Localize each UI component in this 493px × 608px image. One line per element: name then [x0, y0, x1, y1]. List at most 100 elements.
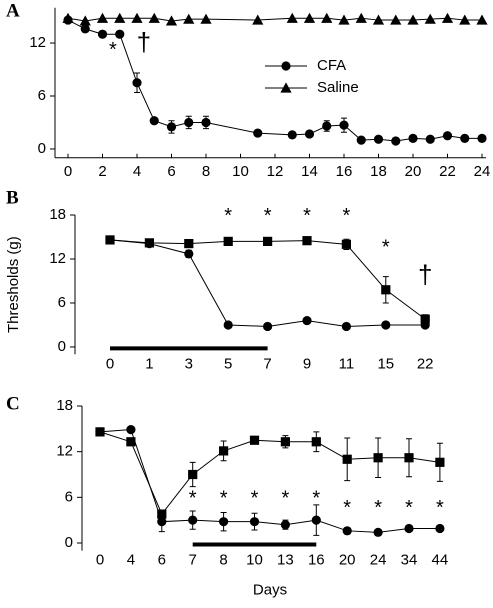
- data-point: [341, 321, 351, 332]
- x-tick-label: 5: [224, 355, 232, 372]
- data-point: [441, 12, 454, 23]
- data-point: [459, 14, 471, 25]
- x-tick-label: 15: [377, 355, 394, 372]
- x-tick-label: 2: [98, 163, 106, 180]
- data-point: [126, 437, 136, 447]
- data-point: [341, 239, 351, 249]
- data-point: [79, 15, 91, 26]
- x-tick-label: 20: [405, 163, 422, 180]
- data-point: [263, 236, 273, 246]
- data-point: [420, 314, 430, 324]
- x-tick-label: 16: [308, 552, 325, 569]
- data-point: [249, 517, 260, 527]
- data-point: [280, 520, 290, 530]
- x-tick-label: 22: [439, 163, 456, 180]
- y-tick-label: 12: [56, 443, 73, 460]
- data-point: [223, 320, 233, 330]
- annotation: *: [282, 487, 290, 509]
- data-point: [184, 238, 194, 249]
- y-tick-label: 0: [38, 140, 46, 157]
- x-axis-title: Days: [253, 582, 287, 599]
- data-point: [425, 134, 435, 144]
- data-point: [373, 134, 384, 144]
- x-tick-label: 34: [401, 552, 418, 569]
- annotation: *: [382, 237, 390, 259]
- legend-marker: [280, 82, 292, 93]
- y-tick-label: 6: [65, 488, 73, 505]
- x-tick-label: 0: [96, 552, 104, 569]
- data-point: [263, 321, 273, 332]
- annotation: *: [109, 39, 117, 61]
- annotation: *: [224, 205, 232, 227]
- x-tick-label: 11: [339, 355, 355, 372]
- data-point: [477, 133, 487, 143]
- data-point: [280, 437, 290, 447]
- data-point: [404, 523, 414, 534]
- data-point: [302, 236, 312, 246]
- data-point: [223, 236, 233, 246]
- y-tick-label: 18: [56, 397, 73, 414]
- annotation: *: [303, 205, 311, 227]
- series-line: [67, 19, 482, 142]
- data-point: [132, 78, 142, 88]
- data-point: [311, 437, 321, 447]
- data-point: [62, 12, 74, 23]
- annotation: *: [374, 497, 382, 519]
- legend-marker: [281, 61, 291, 71]
- annotation: *: [436, 497, 444, 519]
- x-tick-label: 7: [263, 355, 271, 372]
- annotation: †: [418, 259, 432, 289]
- data-point: [373, 453, 383, 463]
- x-tick-label: 7: [189, 552, 197, 569]
- data-point: [184, 249, 194, 259]
- annotation: *: [189, 487, 197, 509]
- x-tick-label: 0: [106, 355, 114, 372]
- x-tick-label: 10: [246, 552, 263, 569]
- data-point: [287, 130, 297, 140]
- data-point: [183, 13, 195, 24]
- series-line: [99, 429, 440, 533]
- data-point: [188, 469, 198, 480]
- data-point: [114, 12, 126, 23]
- data-point: [424, 13, 436, 24]
- data-point: [115, 29, 125, 39]
- data-point: [420, 320, 430, 330]
- annotation: *: [264, 205, 272, 227]
- x-tick-label: 8: [219, 552, 227, 569]
- data-point: [435, 523, 445, 534]
- annotation: †: [137, 27, 151, 57]
- x-tick-label: 13: [277, 552, 294, 569]
- y-tick-label: 6: [38, 87, 46, 104]
- y-tick-label: 6: [58, 294, 66, 311]
- annotation: *: [343, 497, 351, 519]
- y-tick-label: 18: [49, 206, 66, 223]
- data-point: [253, 128, 263, 138]
- data-point: [148, 12, 160, 23]
- legend-label: CFA: [317, 57, 346, 74]
- x-tick-label: 24: [370, 552, 387, 569]
- x-tick-label: 16: [336, 163, 353, 180]
- series-line: [109, 239, 426, 327]
- data-point: [342, 526, 352, 536]
- data-point: [249, 435, 260, 445]
- data-point: [404, 453, 414, 463]
- data-point: [188, 515, 198, 525]
- data-point: [131, 12, 143, 23]
- x-tick-label: 4: [133, 163, 141, 180]
- data-point: [184, 117, 194, 128]
- annotation: *: [405, 497, 413, 519]
- series-line: [67, 17, 482, 22]
- data-point: [373, 527, 383, 537]
- panel-label: A: [6, 0, 20, 21]
- data-point: [219, 446, 229, 456]
- y-tick-label: 0: [65, 534, 73, 551]
- annotation: *: [343, 205, 351, 227]
- x-tick-label: 14: [301, 163, 318, 180]
- data-point: [391, 136, 401, 146]
- data-point: [201, 117, 211, 128]
- x-tick-label: 24: [474, 163, 491, 180]
- series-line: [109, 239, 426, 320]
- x-tick-label: 1: [145, 355, 153, 372]
- x-tick-label: 12: [267, 163, 284, 180]
